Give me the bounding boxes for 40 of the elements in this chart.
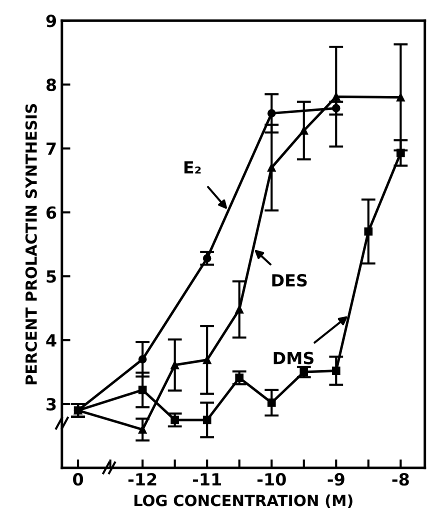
point [138, 386, 147, 394]
x-tick-label: -12 [128, 473, 156, 486]
x-tick-label: -11 [192, 473, 222, 486]
x-tick-label: 0 [73, 473, 84, 486]
x-tick-label: -9 [328, 473, 344, 486]
point [364, 227, 373, 236]
point [235, 374, 244, 382]
y-tick-label: 3 [46, 398, 56, 411]
point [332, 92, 340, 101]
point [138, 355, 147, 364]
point [267, 109, 276, 118]
point [202, 356, 212, 364]
x-tick-label: -8 [392, 473, 409, 486]
point [74, 406, 82, 415]
y-tick-label: 5 [46, 270, 56, 283]
point [138, 425, 147, 434]
point [332, 104, 340, 112]
point [332, 366, 340, 375]
point [396, 93, 405, 102]
point [267, 163, 276, 172]
x-tick-label: -10 [257, 473, 286, 486]
y-tick-label: 9 [46, 14, 56, 28]
point [202, 416, 212, 424]
point [300, 126, 308, 135]
point [202, 254, 212, 263]
point [170, 360, 179, 370]
point [235, 305, 244, 314]
legend-label: DES [272, 274, 307, 287]
y-tick-label: 7 [46, 142, 56, 155]
point [267, 398, 276, 407]
text: E₂ [184, 161, 201, 174]
y-axis-title: PERCENT PROLACTIN SYNTHESIS [25, 104, 37, 384]
y-tick-label: 8 [46, 78, 56, 92]
point [170, 416, 179, 424]
point [300, 368, 308, 376]
series-label: DMS [274, 352, 314, 364]
y-tick-label: 4 [46, 334, 56, 346]
y-tick-label: 6 [46, 206, 56, 219]
x-axis-title: LOG CONCENTRATION (M) [134, 494, 352, 508]
point [396, 148, 405, 158]
